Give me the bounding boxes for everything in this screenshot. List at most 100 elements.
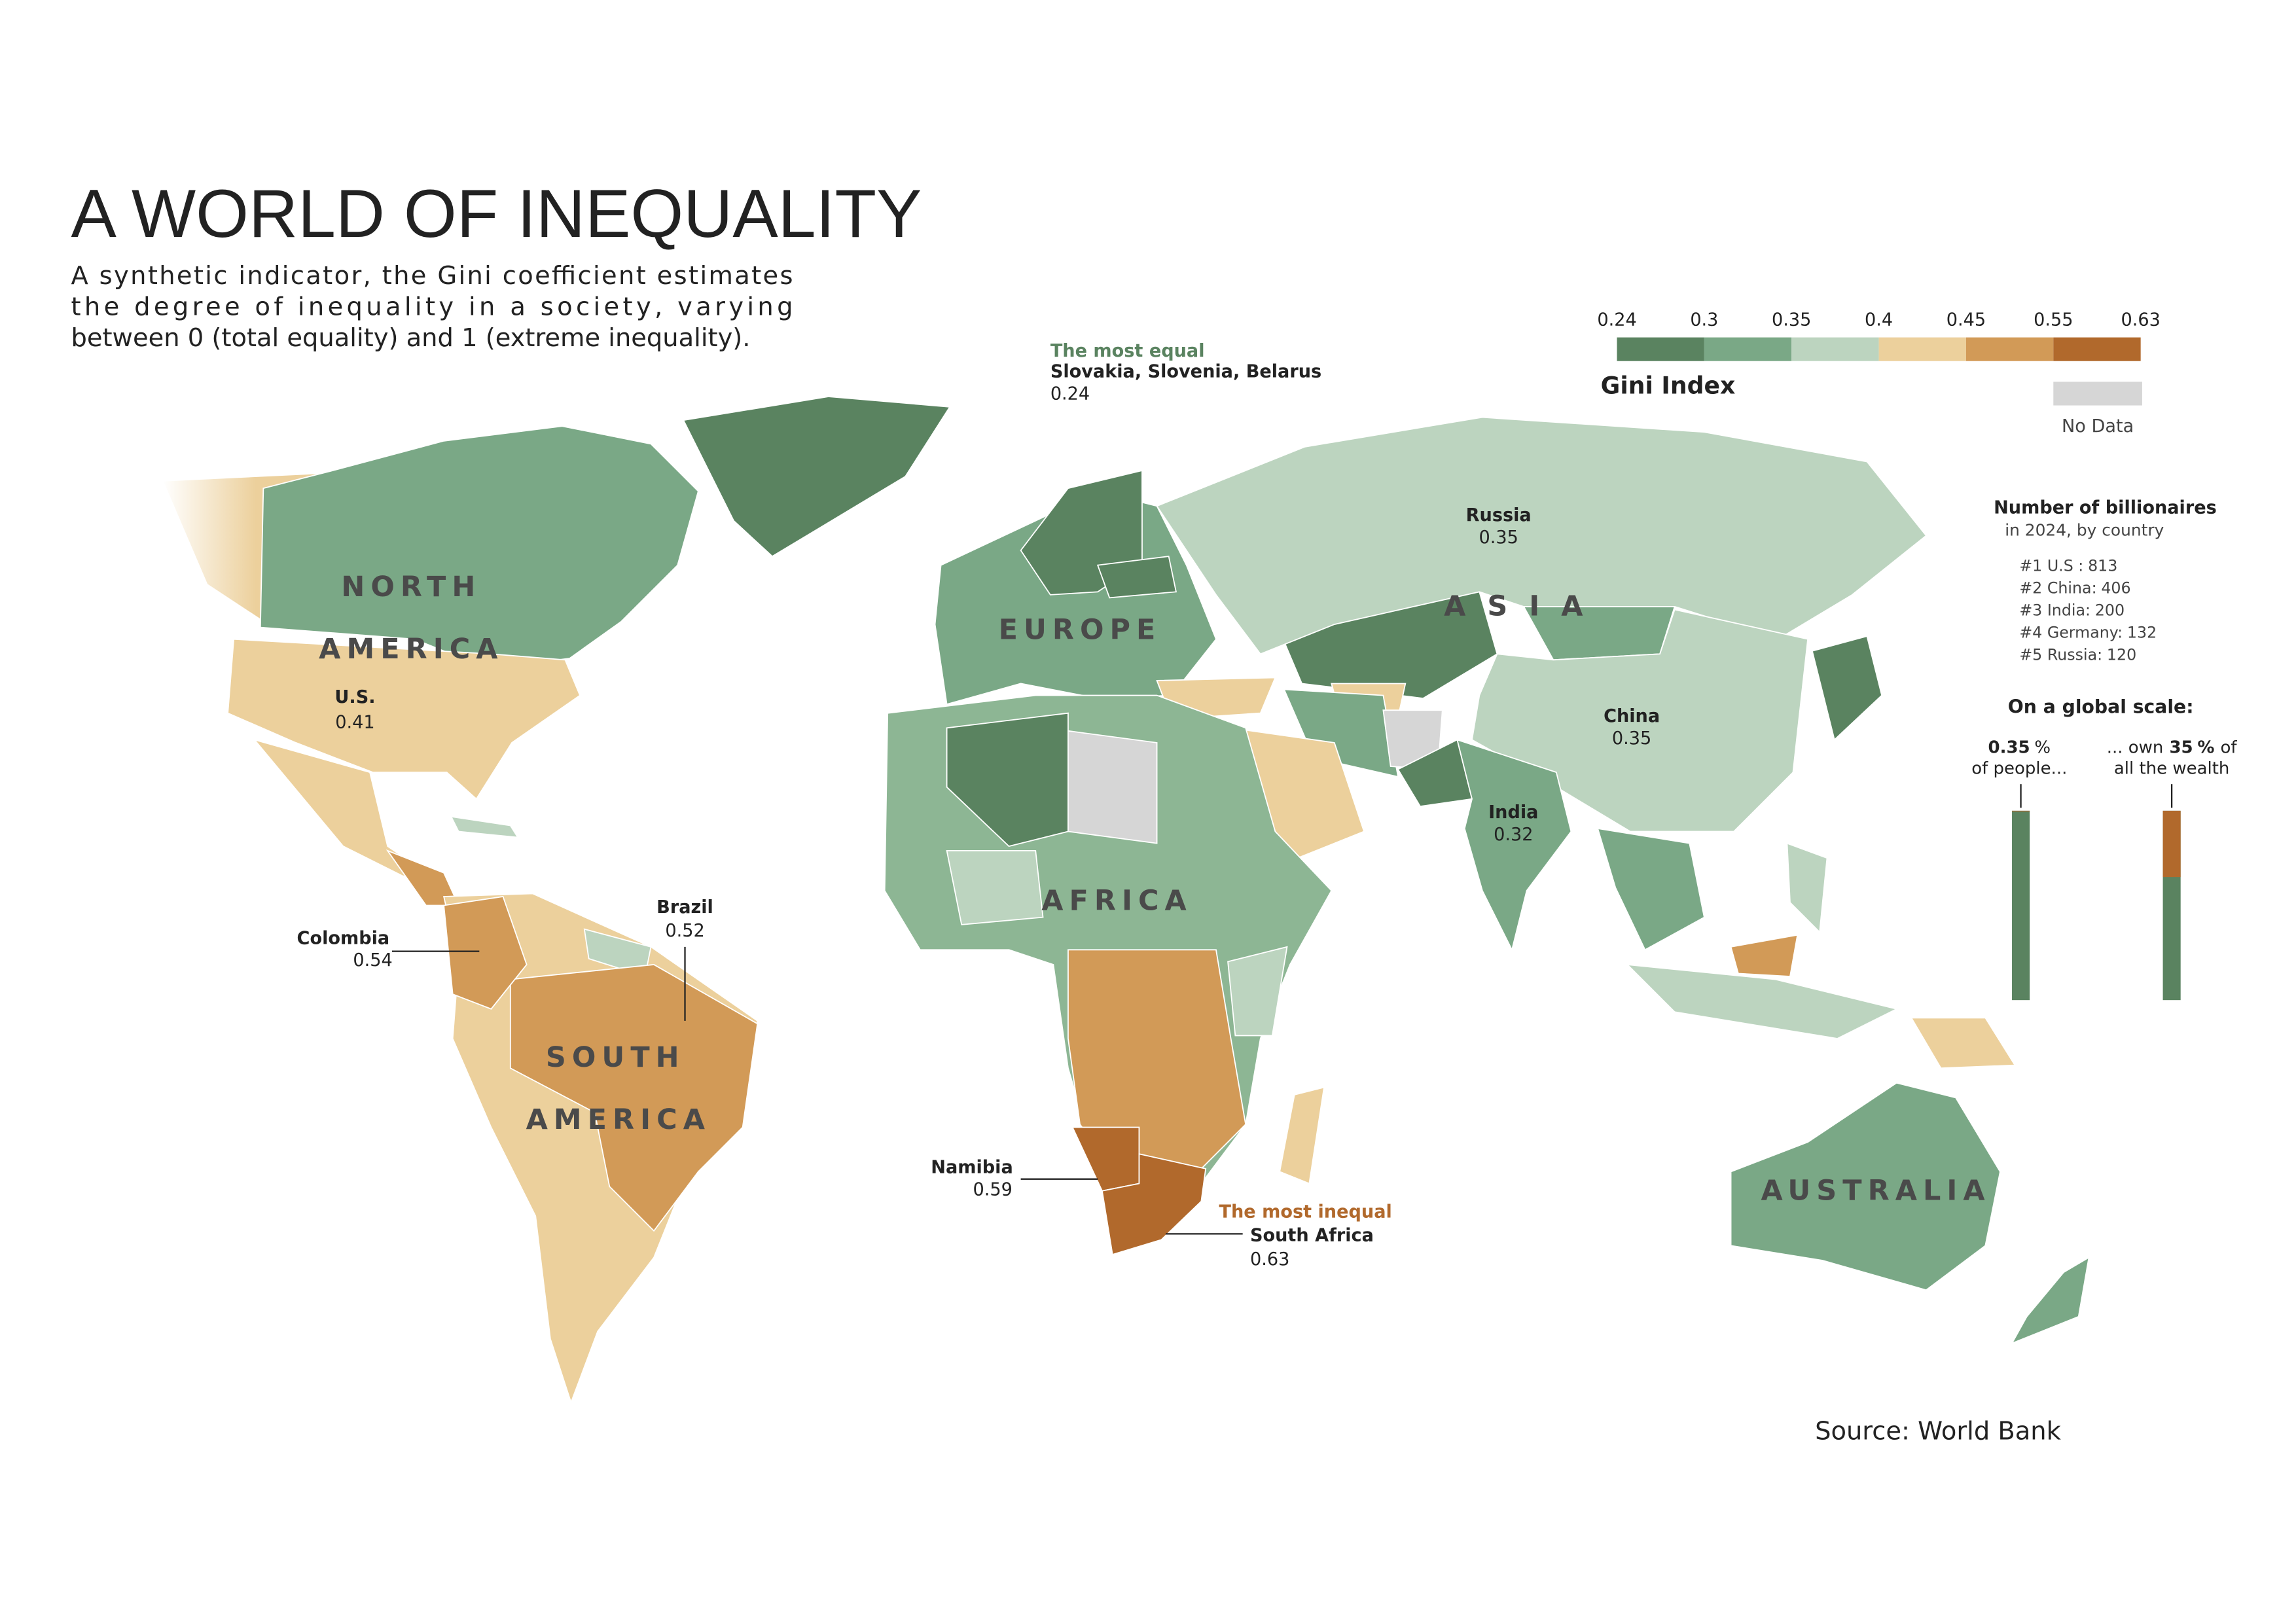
billionaires-list: #1 U.S : 813 #2 China: 406 #3 India: 200 #4 Ge… (2019, 557, 2157, 664)
billionaire-label: #5 Russia: (2019, 645, 2102, 664)
country-value: 0.41 (335, 712, 374, 732)
no-data-label: No Data (2062, 416, 2134, 437)
country (1071, 1126, 1140, 1192)
greenland (682, 396, 951, 558)
country (443, 895, 528, 1010)
billionaire-count: 406 (2101, 579, 2130, 597)
continent-label: SOUTH (546, 1041, 685, 1074)
billionaire-item: #5 Russia: 120 (2019, 645, 2136, 664)
scale-bar-background (2012, 810, 2030, 1001)
country-value: 0.35 (1479, 527, 1518, 548)
wealth-value: 35 (2169, 738, 2193, 758)
legend-swatch (1878, 337, 1966, 361)
legend-tick-label: 0.63 (2121, 310, 2160, 330)
callout-value: 0.24 (1050, 384, 1090, 404)
global-scale: On a global scale: 0.35% of people... ..… (1971, 696, 2237, 808)
philippines (1786, 842, 1828, 934)
legend-tick-label: 0.4 (1865, 310, 1893, 330)
country-name: Russia (1466, 505, 1532, 526)
subtitle-line: the degree of inequality in a society, v… (71, 293, 793, 322)
country-name: Colombia (297, 928, 390, 948)
country-name: China (1604, 706, 1660, 726)
billionaire-item: #2 China: 406 (2019, 579, 2130, 597)
wealth-suffix: of (2220, 738, 2237, 758)
wealth-share: ... own 35% of (2107, 738, 2238, 758)
country-name: Namibia (931, 1158, 1013, 1178)
legend-title: Gini Index (1601, 371, 1736, 399)
wealth-unit: % (2197, 738, 2214, 758)
title: A WORLD OF INEQUALITY (71, 176, 922, 252)
billionaire-item: #1 U.S : 813 (2019, 557, 2117, 575)
scale-bar-share (2012, 810, 2030, 812)
southeast-asia (1596, 827, 1705, 951)
continent-label: AMERICA (526, 1103, 711, 1136)
algeria (946, 712, 1069, 847)
billionaire-label: #1 U.S : (2019, 557, 2083, 575)
country-name: U.S. (334, 687, 375, 707)
wealth-prefix: ... own (2107, 738, 2164, 758)
country-value: 0.52 (665, 921, 704, 941)
callouts: The most equal Slovakia, Slovenia, Belar… (1050, 341, 1392, 1270)
billionaires-title: Number of billionaires (1994, 498, 2217, 518)
country-value: 0.59 (973, 1180, 1012, 1200)
billionaire-label: #2 China: (2019, 579, 2096, 597)
country (1096, 556, 1177, 599)
source: Source: World Bank (1815, 1417, 2062, 1446)
country-value: 0.54 (353, 950, 392, 971)
country (1456, 739, 1572, 952)
west-africa (946, 849, 1044, 925)
country (509, 964, 759, 1232)
callout-heading: The most inequal (1219, 1202, 1391, 1222)
billionaire-count: 200 (2095, 601, 2125, 620)
continent-label: AFRICA (1041, 884, 1193, 917)
madagascar (1279, 1086, 1325, 1185)
billionaire-label: #3 India: (2019, 601, 2090, 620)
subtitle-line: A synthetic indicator, the Gini coeffici… (71, 261, 793, 291)
legend-swatch (1704, 337, 1792, 361)
legend-tick-label: 0.24 (1597, 310, 1636, 330)
canada (259, 425, 699, 669)
people-unit: % (2034, 738, 2051, 758)
country-name: Brazil (656, 897, 713, 918)
country-value: 0.35 (1612, 728, 1651, 749)
callout-name: South Africa (1250, 1226, 1374, 1246)
global-scale-title: On a global scale: (2008, 696, 2194, 718)
new-zealand (2010, 1256, 2090, 1345)
continent-labels: NORTH AMERICA EUROPE A S I A AFRICA SOUT… (319, 571, 1990, 1207)
no-data-swatch (2053, 382, 2142, 406)
malaysia (1730, 934, 1799, 977)
continent-label: AUSTRALIA (1761, 1174, 1990, 1207)
country (227, 638, 581, 800)
subtitle-line: between 0 (total equality) and 1 (extrem… (71, 323, 750, 353)
country-value: 0.32 (1494, 825, 1533, 845)
legend-tick-label: 0.45 (1946, 310, 1986, 330)
people-share: 0.35% (1988, 738, 2051, 758)
scale-bar-share (2162, 810, 2181, 878)
east-africa (1227, 946, 1288, 1037)
people-value: 0.35 (1988, 738, 2030, 758)
billionaire-count: 120 (2107, 645, 2136, 664)
papua-new-guinea (1910, 1017, 2017, 1069)
caribbean (450, 815, 519, 838)
billionaire-item: #4 Germany: 132 (2019, 623, 2157, 641)
continent-label: EUROPE (999, 614, 1162, 647)
billionaire-item: #3 India: 200 (2019, 601, 2125, 620)
people-text: of people... (1971, 758, 2067, 778)
legend: Gini Index No Data 0.24 0.3 0.35 0.4 0.45 0.5… (1597, 310, 2161, 437)
libya (1067, 730, 1158, 844)
billionaire-count: 813 (2088, 557, 2117, 575)
continent-label: AMERICA (319, 633, 503, 666)
korea-japan (1811, 635, 1883, 741)
wealth-text: all the wealth (2114, 758, 2230, 778)
continent-label: A S I A (1444, 590, 1589, 623)
scale-bars (2012, 810, 2181, 1001)
legend-tick-label: 0.3 (1690, 310, 1718, 330)
callout-heading: The most equal (1050, 341, 1205, 361)
australia (1730, 1082, 2001, 1291)
country (1101, 1153, 1207, 1256)
callout-value: 0.63 (1250, 1249, 1289, 1270)
country-shapes (227, 416, 1928, 1256)
billionaire-label: #4 Germany: (2019, 623, 2123, 641)
